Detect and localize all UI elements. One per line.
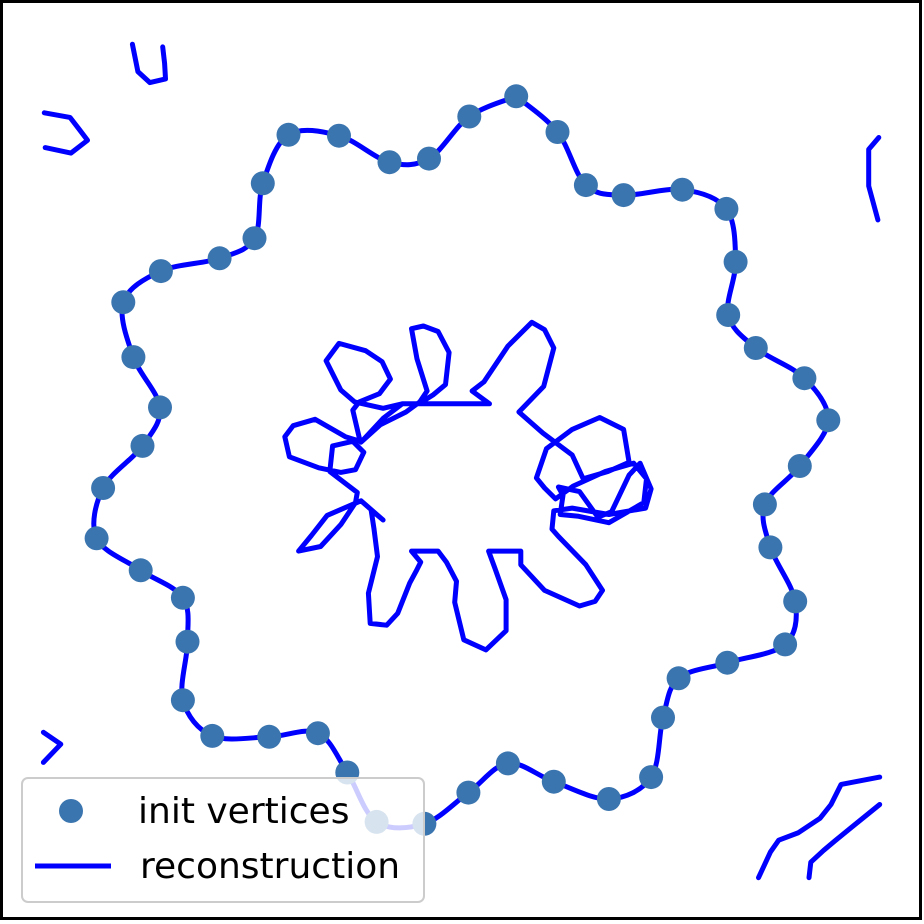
- reconstruction-contour: [41, 110, 90, 156]
- init-vertex-point: [207, 246, 232, 271]
- init-vertex-point: [457, 104, 482, 129]
- init-vertex-point: [495, 751, 520, 776]
- init-vertex-point: [715, 650, 740, 675]
- reconstruction-contour: [806, 802, 883, 881]
- reconstruction-contour: [866, 135, 882, 223]
- init-vertex-point: [200, 723, 225, 748]
- init-vertex-point: [377, 150, 402, 175]
- init-vertex-point: [130, 433, 155, 458]
- init-vertex-point: [773, 632, 798, 657]
- init-vertex-point: [666, 666, 691, 691]
- init-vertex-point: [651, 705, 675, 730]
- init-vertex-point: [611, 183, 636, 208]
- init-vertex-point: [504, 84, 529, 109]
- init-vertex-point: [792, 366, 817, 391]
- init-vertex-point: [545, 120, 570, 144]
- init-vertex-point: [121, 345, 146, 370]
- legend-marker-init-vertices: [59, 799, 83, 823]
- init-vertex-point: [787, 454, 812, 478]
- init-vertex-point: [327, 123, 351, 148]
- init-vertex-point: [573, 173, 598, 198]
- init-vertex-point: [91, 476, 116, 500]
- plot-area: [40, 41, 883, 881]
- init-vertex-point: [170, 688, 195, 713]
- init-vertex-point: [170, 585, 195, 610]
- init-vertex-point: [716, 303, 741, 327]
- init-vertex-point: [148, 259, 173, 284]
- reconstruction-contour: [40, 729, 64, 765]
- reconstruction-contour: [756, 774, 883, 881]
- init-vertex-point: [111, 290, 136, 315]
- init-vertex-point: [816, 408, 841, 433]
- init-vertex-point: [456, 780, 481, 805]
- init-vertex-point: [175, 629, 200, 654]
- legend-label-reconstruction: reconstruction: [140, 846, 400, 887]
- init-vertex-point: [670, 177, 695, 202]
- init-vertex-point: [639, 765, 664, 790]
- reconstruction-contour: [282, 319, 654, 653]
- init-vertex-point: [714, 196, 739, 221]
- init-vertex-point: [541, 769, 566, 794]
- init-vertex-points: [84, 84, 841, 836]
- init-vertex-point: [128, 558, 153, 583]
- legend-box: [21, 777, 425, 903]
- init-vertex-point: [758, 535, 783, 560]
- init-vertex-point: [148, 395, 172, 420]
- init-vertex-point: [417, 146, 441, 171]
- init-vertex-point: [752, 492, 777, 517]
- init-vertex-point: [743, 336, 768, 360]
- legend: init vertices reconstruction: [21, 777, 425, 903]
- init-vertex-point: [242, 226, 267, 251]
- init-vertex-point: [250, 171, 275, 196]
- init-vertex-point: [276, 122, 301, 147]
- init-vertex-point: [257, 724, 282, 749]
- reconstruction-contour: [129, 41, 168, 86]
- init-vertex-point: [596, 787, 621, 811]
- legend-label-init-vertices: init vertices: [138, 791, 349, 832]
- init-vertex-point: [723, 249, 748, 274]
- init-vertex-point: [305, 721, 330, 746]
- init-vertex-point: [84, 526, 109, 551]
- init-vertex-point: [783, 589, 808, 614]
